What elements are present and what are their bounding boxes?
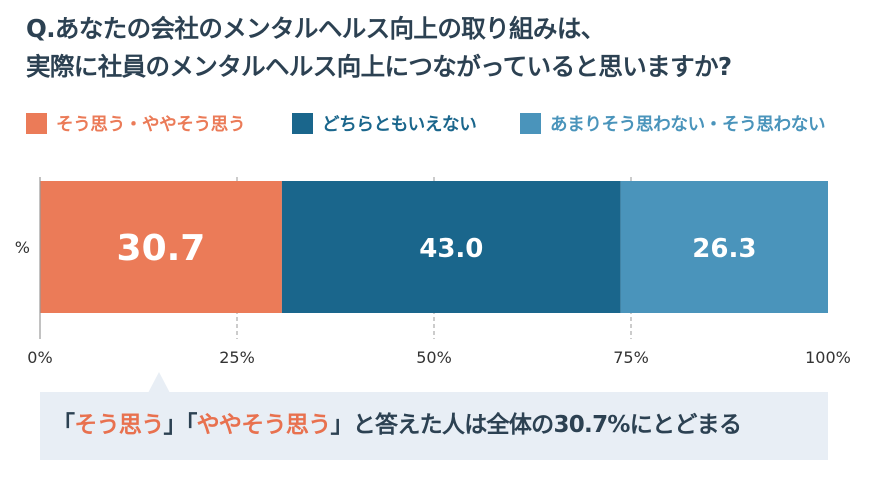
- bar-segment-2: [620, 181, 828, 313]
- data-label-1: 43.0: [419, 234, 483, 264]
- x-tick-label-50: 50%: [416, 348, 452, 367]
- legend-swatch-neutral: [292, 112, 313, 134]
- callout-bracket-open: 「: [52, 412, 75, 438]
- callout-pointer: [148, 372, 170, 393]
- legend-item-agree: そう思う・ややそう思う: [26, 110, 246, 136]
- callout-bracket-close: 」: [330, 412, 353, 438]
- data-label-0: 30.7: [117, 228, 206, 269]
- bar-segment-1: [281, 181, 621, 313]
- legend-item-neutral: どちらともいえない: [292, 110, 477, 136]
- legend-label-neutral: どちらともいえない: [322, 114, 477, 135]
- callout-text: 「そう思う」「ややそう思う」と答えた人は全体の30.7%にとどまる: [52, 405, 822, 439]
- y-axis-category-label: %: [15, 238, 30, 257]
- chart-title-line-2: 実際に社員のメンタルヘルス向上につながっていると思いますか?: [26, 52, 732, 81]
- x-tick-label-0: 0%: [27, 348, 52, 367]
- callout-highlight-1: そう思う: [74, 412, 164, 438]
- bar-segment-0: [40, 181, 282, 313]
- callout-box: [40, 392, 828, 460]
- legend-label-agree: そう思う・ややそう思う: [56, 114, 246, 135]
- x-tick-label-25: 25%: [219, 348, 255, 367]
- callout-bracket-mid: 」「: [163, 412, 198, 438]
- x-tick-label-100: 100%: [805, 348, 851, 367]
- legend-swatch-disagree: [520, 112, 541, 134]
- legend-item-disagree: あまりそう思わない・そう思わない: [520, 110, 826, 136]
- data-label-2: 26.3: [692, 234, 756, 264]
- callout-rest: と答えた人は全体の30.7%にとどまる: [352, 412, 742, 438]
- legend-swatch-agree: [26, 112, 47, 134]
- callout-highlight-2: ややそう思う: [196, 412, 332, 438]
- x-tick-label-75: 75%: [613, 348, 649, 367]
- chart-title-line-1: Q.あなたの会社のメンタルヘルス向上の取り組みは、: [26, 14, 605, 43]
- legend-label-disagree: あまりそう思わない・そう思わない: [550, 114, 826, 135]
